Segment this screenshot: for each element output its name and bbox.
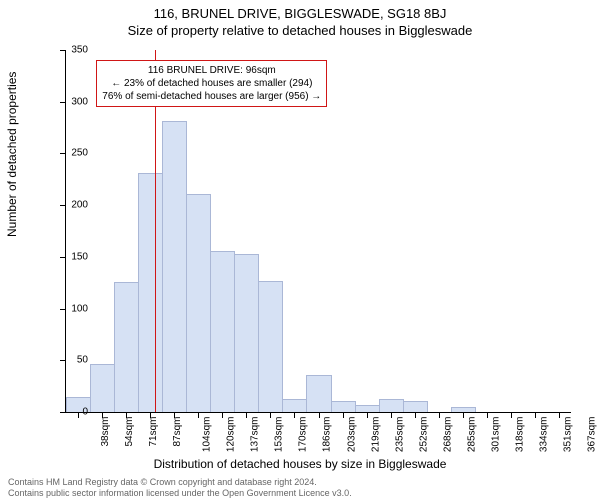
y-tick-label: 200 [71,200,88,211]
x-tick [487,412,488,418]
x-tick-label: 137sqm [250,417,261,453]
x-tick [294,412,295,418]
y-tick-label: 50 [77,355,88,366]
x-tick [126,412,127,418]
x-tick [535,412,536,418]
x-tick [463,412,464,418]
annotation-line-1: 116 BRUNEL DRIVE: 96sqm [102,64,321,77]
histogram-bar [162,121,187,412]
x-tick-label: 252sqm [418,417,429,453]
annotation-line-2: ← 23% of detached houses are smaller (29… [102,77,321,90]
x-tick-label: 120sqm [226,417,237,453]
histogram-bar [114,282,139,412]
histogram-bar [403,401,428,412]
annotation-line-3: 76% of semi-detached houses are larger (… [102,90,321,103]
footer-line-2: Contains public sector information licen… [8,488,352,499]
histogram-bar [90,364,115,412]
histogram-bar [234,254,259,412]
footer-line-1: Contains HM Land Registry data © Crown c… [8,477,352,488]
x-tick [102,412,103,418]
x-tick [198,412,199,418]
y-tick [60,257,66,258]
y-tick [60,102,66,103]
x-tick-label: 54sqm [124,417,135,447]
x-tick-label: 203sqm [346,417,357,453]
x-tick-label: 71sqm [148,417,159,447]
x-tick-label: 104sqm [202,417,213,453]
x-tick [367,412,368,418]
x-tick-label: 235sqm [394,417,405,453]
x-tick [439,412,440,418]
histogram-bar [379,399,404,412]
histogram-bar [355,405,380,412]
y-tick-label: 150 [71,251,88,262]
x-tick-label: 268sqm [442,417,453,453]
plot-area: 38sqm54sqm71sqm87sqm104sqm120sqm137sqm15… [65,50,571,413]
x-tick-label: 285sqm [466,417,477,453]
y-tick [60,360,66,361]
x-tick-label: 219sqm [370,417,381,453]
x-tick-label: 38sqm [100,417,111,447]
y-tick-label: 250 [71,148,88,159]
x-tick-label: 153sqm [274,417,285,453]
y-tick [60,50,66,51]
chart-container: 116, BRUNEL DRIVE, BIGGLESWADE, SG18 8BJ… [0,0,600,500]
page-subtitle: Size of property relative to detached ho… [0,21,600,38]
annotation-box: 116 BRUNEL DRIVE: 96sqm← 23% of detached… [96,60,327,107]
histogram-bar [258,281,283,412]
x-tick [319,412,320,418]
histogram-bar [306,375,331,412]
histogram-bar [138,173,163,412]
y-tick-label: 0 [82,407,88,418]
x-tick [511,412,512,418]
x-tick [391,412,392,418]
x-tick-label: 186sqm [322,417,333,453]
y-tick-label: 350 [71,45,88,56]
x-axis-title: Distribution of detached houses by size … [0,457,600,471]
x-tick [150,412,151,418]
histogram-bar [186,194,211,412]
x-tick [222,412,223,418]
histogram-bar [210,251,235,412]
y-tick [60,412,66,413]
y-tick [60,205,66,206]
x-tick-label: 351sqm [563,417,574,453]
x-tick [559,412,560,418]
x-tick-label: 367sqm [587,417,598,453]
x-tick-label: 170sqm [298,417,309,453]
x-tick-label: 318sqm [514,417,525,453]
x-tick [78,412,79,418]
histogram-bar [282,399,307,412]
x-tick-label: 87sqm [172,417,183,447]
y-axis-title: Number of detached properties [5,72,19,237]
footer-attribution: Contains HM Land Registry data © Crown c… [8,477,352,500]
page-title: 116, BRUNEL DRIVE, BIGGLESWADE, SG18 8BJ [0,0,600,21]
x-tick-label: 334sqm [538,417,549,453]
y-tick-label: 300 [71,96,88,107]
y-tick [60,309,66,310]
histogram-bar [331,401,356,412]
x-tick [174,412,175,418]
x-tick [415,412,416,418]
x-tick-label: 301sqm [490,417,501,453]
y-tick-label: 100 [71,303,88,314]
y-tick [60,153,66,154]
x-tick [270,412,271,418]
x-tick [246,412,247,418]
x-tick [343,412,344,418]
